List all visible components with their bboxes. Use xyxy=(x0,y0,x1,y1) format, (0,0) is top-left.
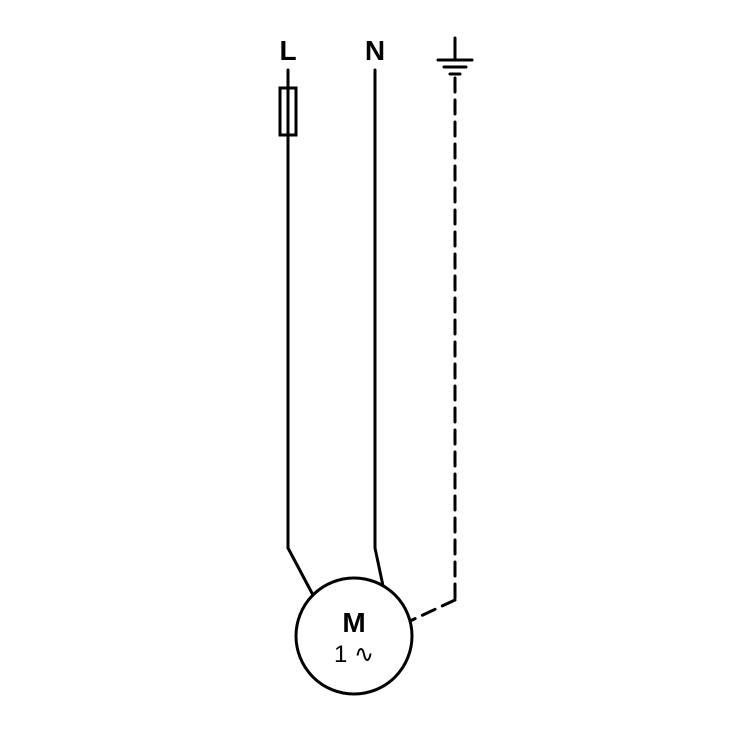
line-pe-to-motor xyxy=(410,600,455,621)
wiring-diagram: L N M 1 ∿ xyxy=(0,0,750,750)
label-neutral: N xyxy=(365,35,385,66)
motor-phase-label: 1 ∿ xyxy=(334,641,374,668)
line-N-to-motor xyxy=(375,548,383,586)
motor-label: M xyxy=(342,607,365,638)
line-L-to-motor xyxy=(288,548,313,595)
label-line: L xyxy=(279,35,296,66)
